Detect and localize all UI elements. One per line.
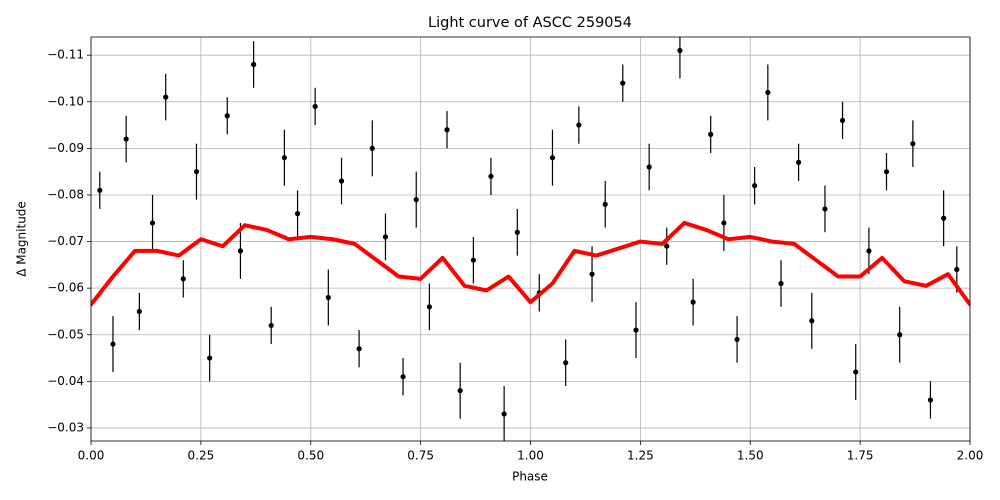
data-point — [866, 248, 872, 254]
data-point — [457, 388, 463, 394]
data-point — [123, 136, 129, 142]
data-point — [576, 122, 582, 128]
y-tick-label: −0.10 — [47, 94, 84, 108]
x-axis-label: Phase — [512, 470, 548, 484]
data-point — [382, 234, 389, 240]
data-point — [752, 183, 758, 189]
grid — [90, 37, 971, 441]
data-point — [488, 173, 494, 179]
x-tick-label: 1.00 — [517, 449, 544, 463]
y-tick-label: −0.07 — [47, 234, 84, 248]
x-tick-label: 2.00 — [957, 449, 984, 463]
data-point — [149, 220, 156, 226]
chart-title: Light curve of ASCC 259054 — [428, 15, 632, 31]
data-point — [734, 336, 740, 343]
data-point — [883, 169, 890, 175]
data-point — [620, 80, 626, 86]
data-point — [369, 145, 375, 151]
data-point — [633, 327, 639, 333]
data-point — [136, 308, 142, 315]
data-point — [501, 411, 507, 417]
data-point — [444, 127, 450, 133]
x-tick-label: 0.75 — [407, 449, 434, 463]
y-tick-label: −0.03 — [47, 420, 84, 434]
data-point — [602, 201, 608, 207]
data-point — [822, 206, 828, 212]
x-tick-label: 0.50 — [297, 449, 324, 463]
data-point — [589, 271, 595, 277]
y-axis-label: Δ Magnitude — [15, 201, 29, 277]
data-point — [721, 220, 727, 226]
data-point — [268, 322, 274, 329]
y-tick-label: −0.11 — [47, 48, 84, 62]
data-point — [646, 164, 652, 170]
data-point — [312, 103, 318, 110]
data-point — [193, 169, 200, 175]
data-point — [795, 159, 802, 165]
data-point — [839, 117, 846, 124]
y-tick-label: −0.06 — [47, 281, 84, 295]
data-point — [224, 113, 230, 119]
y-tick-label: −0.04 — [47, 374, 84, 388]
data-point — [281, 155, 287, 161]
data-point — [910, 141, 916, 147]
data-point — [927, 397, 934, 403]
data-point — [853, 369, 859, 375]
data-point — [549, 155, 556, 161]
data-point — [677, 47, 683, 54]
data-point — [514, 229, 520, 235]
x-tick-label: 0.00 — [78, 449, 105, 463]
data-point — [356, 346, 362, 352]
data-point — [778, 280, 784, 287]
x-tick-label: 1.75 — [847, 449, 874, 463]
data-point — [325, 294, 331, 301]
data-point — [237, 248, 244, 254]
data-point — [563, 360, 569, 366]
data-point — [251, 61, 257, 68]
data-point — [470, 257, 476, 263]
x-tick-label: 0.25 — [188, 449, 215, 463]
data-point — [110, 341, 116, 347]
data-point — [413, 197, 419, 203]
data-point — [180, 276, 186, 282]
data-point — [954, 266, 960, 273]
data-point — [294, 211, 301, 217]
plot-area — [91, 37, 970, 441]
data-point — [690, 299, 696, 305]
data-point — [207, 355, 213, 361]
y-tick-label: −0.05 — [47, 327, 84, 341]
data-point — [338, 178, 345, 184]
x-tick-label: 1.25 — [627, 449, 654, 463]
data-point — [941, 215, 947, 221]
data-point — [163, 94, 169, 100]
y-tick-label: −0.09 — [47, 141, 84, 155]
data-point — [765, 89, 771, 96]
x-tick-label: 1.50 — [737, 449, 764, 463]
data-point — [97, 187, 103, 193]
data-point — [664, 243, 670, 249]
trend-line — [91, 220, 970, 307]
data-point — [400, 374, 406, 380]
data-point — [426, 304, 433, 310]
data-point — [809, 318, 815, 324]
y-tick-label: −0.08 — [47, 187, 84, 201]
data-point — [708, 131, 714, 137]
data-point — [897, 332, 903, 338]
